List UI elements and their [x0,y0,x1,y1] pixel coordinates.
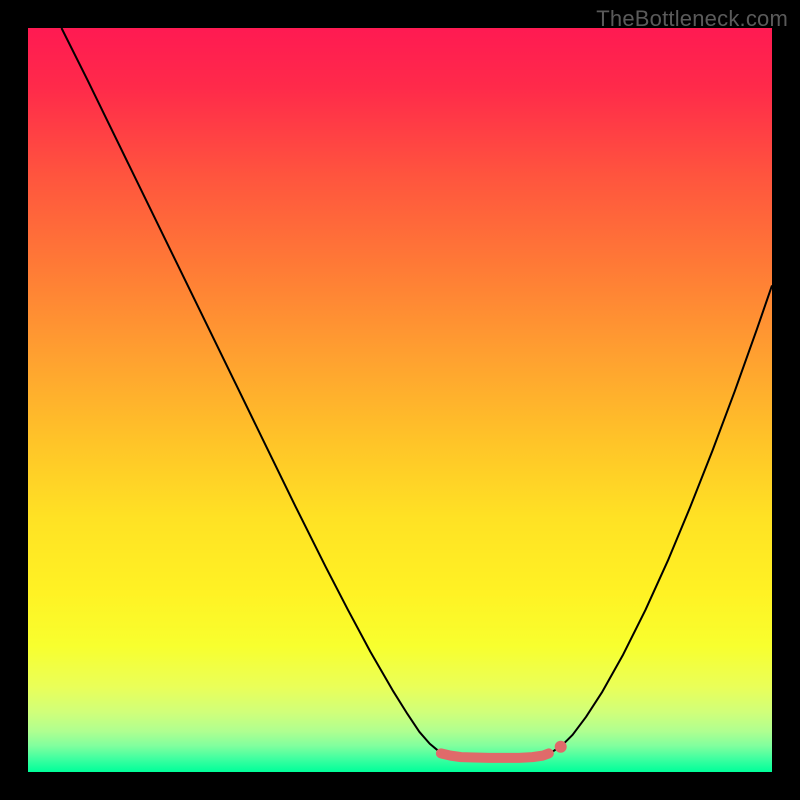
optimal-range-highlight [441,753,549,757]
bottleneck-curve-chart [28,28,772,772]
watermark-text: TheBottleneck.com [596,6,788,32]
highlight-end-dot [555,741,567,753]
chart-background [28,28,772,772]
chart-plot-area [28,28,772,772]
